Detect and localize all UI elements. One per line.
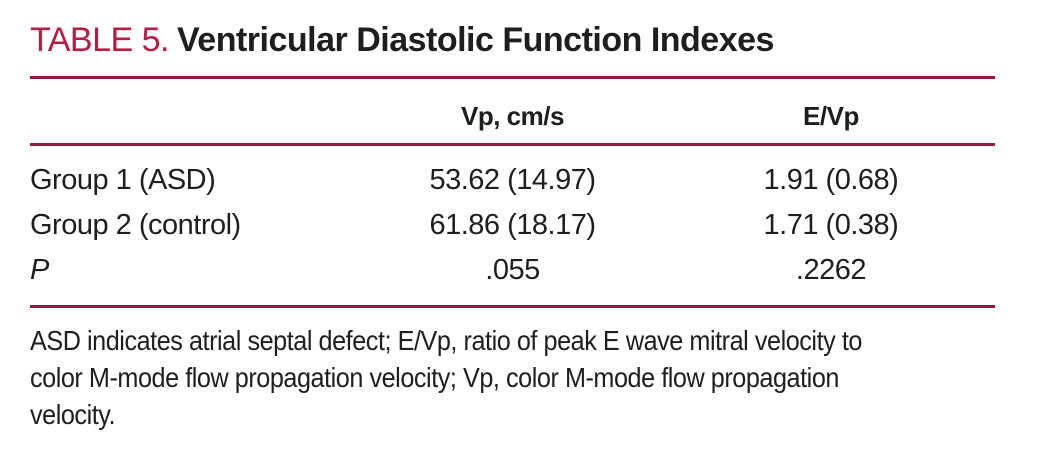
cell-group2-evp: 1.71 (0.38)	[763, 209, 899, 241]
footnote-line: velocity.	[30, 399, 116, 430]
table-title: TABLE 5. Ventricular Diastolic Function I…	[30, 22, 995, 58]
row-label-group1: Group 1 (ASD)	[30, 164, 216, 196]
table-row: P .055 .2262	[30, 248, 995, 293]
cell-group1-evp: 1.91 (0.68)	[763, 164, 899, 196]
column-header-stub	[30, 101, 358, 131]
table-row: Group 2 (control) 61.86 (18.17) 1.71 (0.…	[30, 203, 995, 248]
table-row: Group 1 (ASD) 53.62 (14.97) 1.91 (0.68)	[30, 158, 995, 203]
table-body: Group 1 (ASD) 53.62 (14.97) 1.91 (0.68) …	[30, 146, 995, 293]
footnote-line: ASD indicates atrial septal defect; E/Vp…	[30, 325, 862, 356]
top-rule	[30, 76, 995, 79]
column-header-row: Vp, cm/s E/Vp	[30, 101, 995, 131]
table-footnote: ASD indicates atrial septal defect; E/Vp…	[30, 308, 995, 433]
cell-pvalue-evp: .2262	[795, 254, 867, 286]
cell-group2-vp: 61.86 (18.17)	[429, 209, 596, 241]
column-header-vp: Vp, cm/s	[461, 101, 564, 131]
cell-pvalue-vp: .055	[485, 254, 540, 286]
table-footnote-text: ASD indicates atrial septal defect; E/Vp…	[30, 322, 995, 433]
cell-group1-vp: 53.62 (14.97)	[429, 164, 596, 196]
row-label-pvalue: P	[30, 254, 49, 286]
footnote-line: color M-mode flow propagation velocity; …	[30, 362, 839, 393]
table-number-label: TABLE 5.	[30, 21, 170, 59]
row-label-group2: Group 2 (control)	[30, 209, 241, 241]
column-header-evp: E/Vp	[803, 101, 859, 131]
table-title-text: Ventricular Diastolic Function Indexes	[177, 21, 774, 59]
header-rule	[30, 143, 995, 146]
footnote-rule	[30, 305, 995, 308]
